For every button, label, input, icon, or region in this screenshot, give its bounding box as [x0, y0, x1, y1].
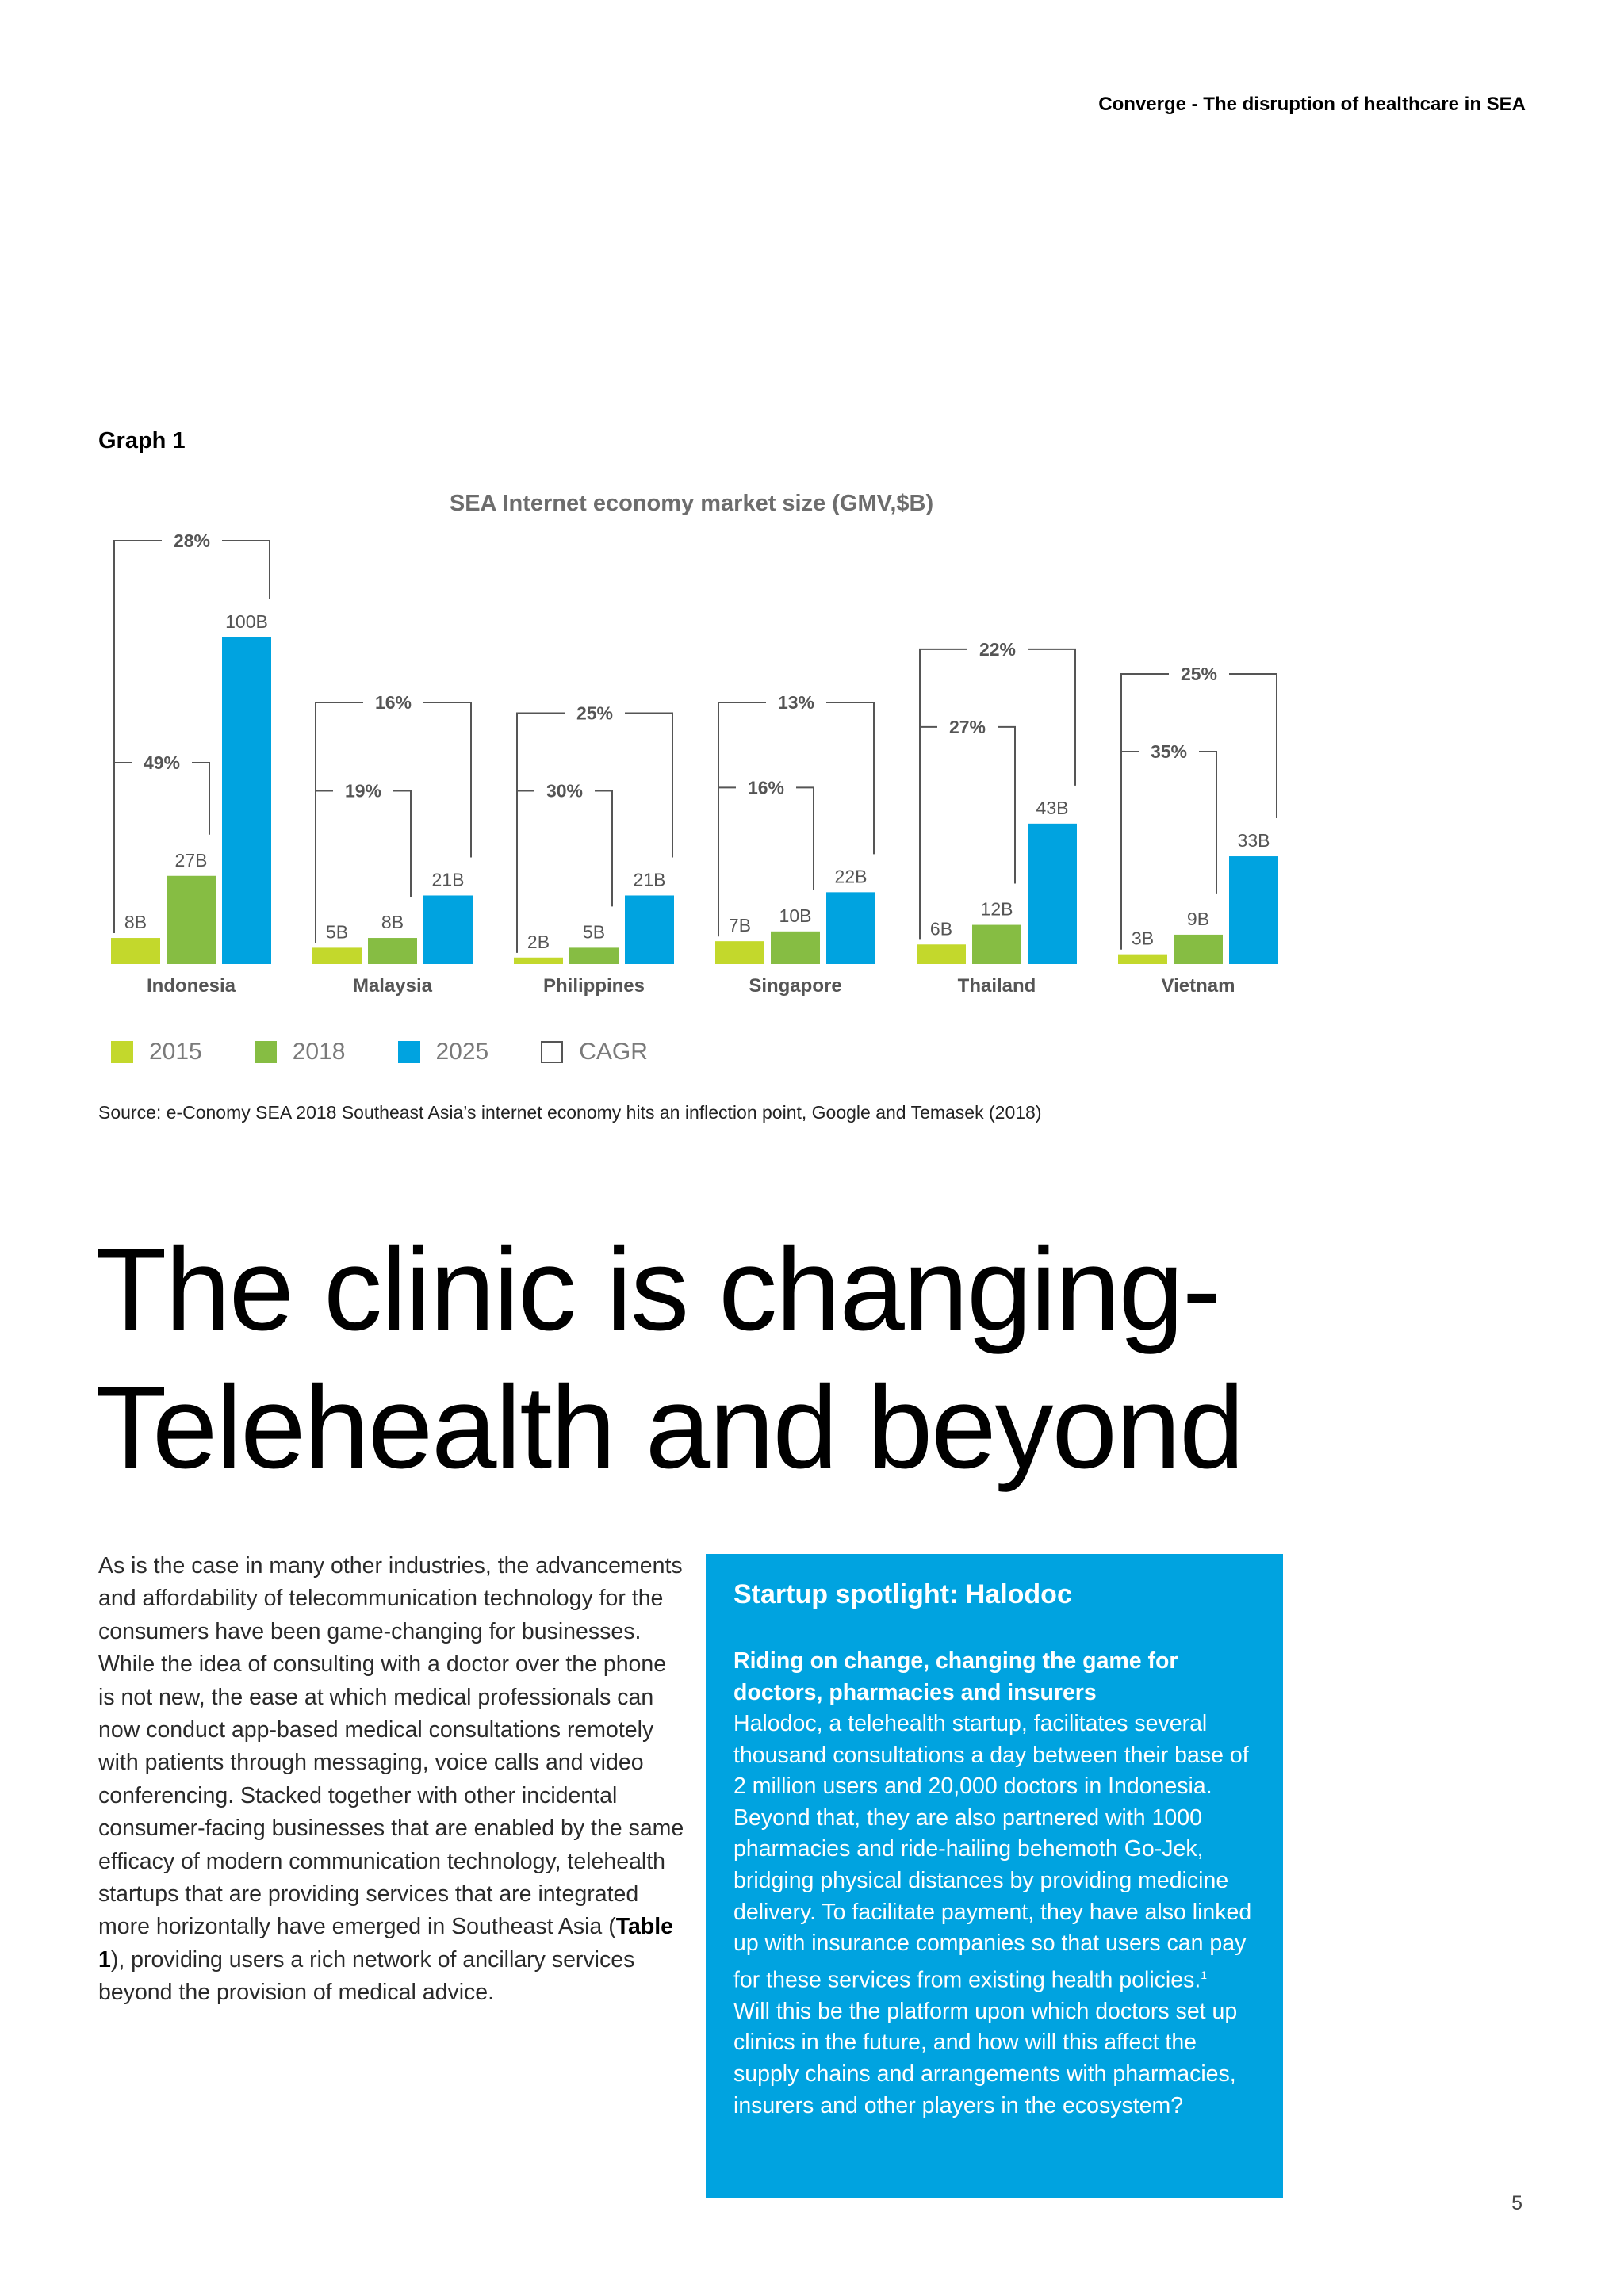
- category-label-singapore: Singapore: [749, 975, 841, 997]
- bar-label-malaysia-2015: 5B: [326, 921, 348, 942]
- bar-vietnam-2025: [1229, 856, 1278, 964]
- bar-philippines-2018: [569, 947, 619, 964]
- legend-item-2025: 2025: [397, 1039, 489, 1066]
- legend-swatch-2018: [254, 1041, 277, 1063]
- bar-label-singapore-2015: 7B: [729, 915, 751, 936]
- body-paragraph: As is the case in many other industries,…: [98, 1550, 685, 2010]
- bar-malaysia-2015: [312, 947, 362, 964]
- cagr-long-indonesia-bracket: [113, 540, 270, 934]
- legend-label-2025: 2025: [435, 1039, 489, 1065]
- category-label-vietnam: Vietnam: [1162, 975, 1235, 997]
- spotlight-subtitle: Riding on change, changing the game for …: [733, 1648, 1178, 1705]
- bar-label-philippines-2025: 21B: [634, 869, 666, 890]
- cagr-long-singapore-bracket: [718, 702, 875, 937]
- cagr-short-malaysia-label: 19%: [345, 780, 381, 801]
- footnote-marker: 1: [1201, 1968, 1208, 1981]
- bar-philippines-2025: [625, 895, 674, 964]
- body-text-part-2: ), providing users a rich network of anc…: [98, 1946, 635, 2006]
- startup-spotlight-box: Startup spotlight: Halodoc Riding on cha…: [706, 1554, 1283, 2198]
- bar-indonesia-2015: [111, 938, 160, 964]
- bar-singapore-2025: [826, 892, 875, 964]
- cagr-long-malaysia-bracket: [315, 702, 472, 943]
- category-label-thailand: Thailand: [958, 975, 1036, 997]
- bar-philippines-2015: [514, 957, 563, 964]
- bar-malaysia-2025: [423, 895, 473, 964]
- bar-label-singapore-2025: 22B: [835, 866, 868, 886]
- body-text-part-1: As is the case in many other industries,…: [98, 1553, 684, 1940]
- cagr-long-malaysia-label: 16%: [375, 692, 412, 713]
- legend-item-2018: 2018: [254, 1039, 346, 1066]
- cagr-long-philippines-bracket: [516, 712, 673, 953]
- bar-vietnam-2015: [1118, 954, 1167, 964]
- cagr-long-thailand-bracket: [919, 648, 1076, 940]
- chart-legend: 2015 2018 2025 CAGR: [111, 1039, 700, 1066]
- bar-label-thailand-2015: 6B: [930, 918, 952, 939]
- bar-label-philippines-2015: 2B: [527, 932, 550, 952]
- bar-indonesia-2018: [167, 875, 216, 964]
- legend-swatch-2015: [111, 1041, 133, 1063]
- bar-chart: SEA Internet economy market size (GMV,$B…: [111, 491, 1278, 997]
- bar-vietnam-2018: [1174, 934, 1223, 964]
- spotlight-title: Startup spotlight: Halodoc: [733, 1579, 1072, 1609]
- legend-label-2015: 2015: [149, 1039, 202, 1065]
- page-headline: The clinic is changing- Telehealth and b…: [95, 1221, 1364, 1497]
- bar-label-thailand-2025: 43B: [1036, 798, 1069, 818]
- bar-thailand-2018: [972, 924, 1021, 964]
- bar-label-malaysia-2025: 21B: [432, 869, 465, 890]
- bar-label-singapore-2018: 10B: [779, 905, 812, 926]
- bar-thailand-2025: [1028, 823, 1077, 964]
- legend-item-cagr: CAGR: [541, 1039, 648, 1066]
- cagr-short-philippines-label: 30%: [546, 780, 583, 801]
- legend-label-cagr: CAGR: [579, 1039, 648, 1065]
- legend-item-2015: 2015: [111, 1039, 202, 1066]
- running-header: Converge - The disruption of healthcare …: [1098, 94, 1526, 115]
- bar-label-malaysia-2018: 8B: [381, 912, 404, 932]
- spotlight-body-text: Halodoc, a telehealth startup, facilitat…: [733, 1711, 1252, 1993]
- legend-swatch-2025: [397, 1041, 420, 1063]
- table-reference: Table 1: [98, 1914, 674, 1973]
- bar-thailand-2015: [917, 944, 966, 964]
- cagr-long-vietnam-bracket: [1120, 673, 1277, 950]
- bar-label-indonesia-2018: 27B: [175, 850, 208, 871]
- cagr-long-indonesia-label: 28%: [174, 530, 210, 551]
- bar-singapore-2018: [771, 931, 820, 964]
- page-number: 5: [1511, 2192, 1522, 2214]
- chart-source: Source: e-Conomy SEA 2018 Southeast Asia…: [98, 1102, 1042, 1123]
- bar-label-vietnam-2015: 3B: [1132, 928, 1154, 949]
- bar-indonesia-2025: [222, 637, 271, 964]
- bar-label-vietnam-2025: 33B: [1238, 830, 1270, 851]
- category-label-philippines: Philippines: [543, 975, 645, 997]
- cagr-short-indonesia-label: 49%: [144, 752, 180, 773]
- category-label-indonesia: Indonesia: [147, 975, 236, 997]
- headline-line-2: Telehealth and beyond: [95, 1362, 1244, 1493]
- chart-title: SEA Internet economy market size (GMV,$B…: [450, 491, 933, 516]
- cagr-short-vietnam-label: 35%: [1151, 741, 1187, 762]
- cagr-long-thailand-label: 22%: [979, 639, 1016, 660]
- legend-label-2018: 2018: [292, 1039, 346, 1065]
- category-label-malaysia: Malaysia: [353, 975, 433, 997]
- bar-label-thailand-2018: 12B: [981, 899, 1013, 920]
- cagr-long-singapore-label: 13%: [778, 692, 814, 713]
- spotlight-body: Halodoc, a telehealth startup, facilitat…: [733, 1709, 1256, 2122]
- bar-singapore-2015: [715, 941, 764, 964]
- legend-swatch-cagr: [541, 1041, 564, 1063]
- graph-label: Graph 1: [98, 428, 186, 453]
- spotlight-body-question: Will this be the platform upon which doc…: [733, 1998, 1238, 2118]
- bar-label-philippines-2018: 5B: [583, 921, 605, 942]
- headline-line-1: The clinic is changing-: [95, 1224, 1221, 1355]
- cagr-long-philippines-label: 25%: [576, 702, 613, 723]
- bar-label-vietnam-2018: 9B: [1187, 909, 1209, 929]
- bar-malaysia-2018: [368, 938, 417, 964]
- cagr-short-thailand-label: 27%: [949, 717, 986, 737]
- bar-label-indonesia-2015: 8B: [124, 912, 147, 932]
- cagr-long-vietnam-label: 25%: [1181, 664, 1217, 684]
- cagr-short-singapore-label: 16%: [748, 777, 784, 798]
- bar-label-indonesia-2025: 100B: [225, 611, 268, 632]
